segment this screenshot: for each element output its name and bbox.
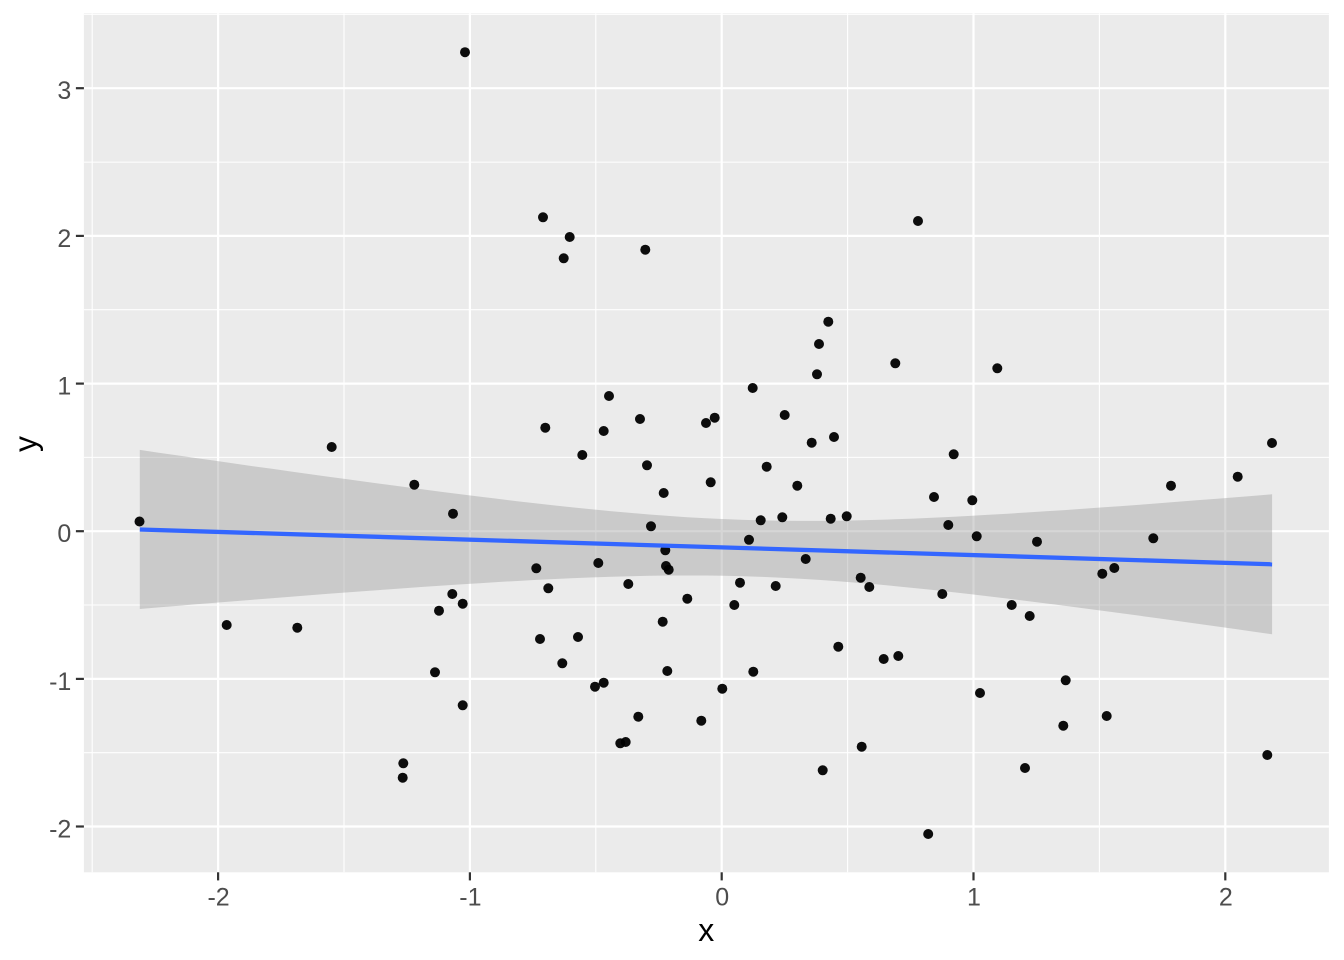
svg-text:-2: -2 [49,816,71,844]
svg-text:x: x [698,912,714,948]
svg-text:3: 3 [57,77,71,105]
svg-text:2: 2 [1219,884,1233,912]
svg-text:1: 1 [57,373,71,401]
svg-text:y: y [8,436,44,452]
svg-text:1: 1 [967,884,981,912]
svg-text:-1: -1 [459,884,481,912]
svg-text:2: 2 [57,225,71,253]
svg-text:-1: -1 [49,668,71,696]
svg-text:0: 0 [57,520,71,548]
svg-text:0: 0 [715,884,729,912]
svg-text:-2: -2 [207,884,229,912]
